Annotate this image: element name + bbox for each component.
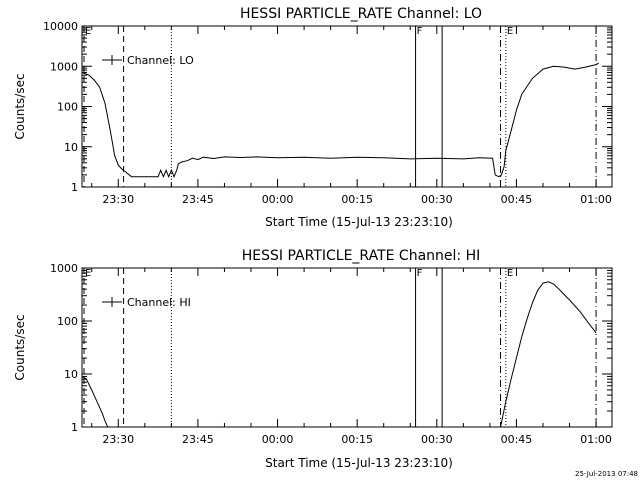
x-tick-label: 01:00 <box>580 193 612 206</box>
x-tick-label: 23:45 <box>182 193 214 206</box>
x-tick-label: 23:45 <box>182 433 214 446</box>
y-tick-label: 10 <box>64 368 78 381</box>
event-marker-label: E <box>85 268 91 279</box>
chart-title: HESSI PARTICLE_RATE Channel: LO <box>240 6 482 22</box>
event-marker-label: F <box>417 268 423 279</box>
x-tick-label: 00:30 <box>421 193 453 206</box>
chart-panel-2: HESSI PARTICLE_RATE Channel: HI 1 10 100 100… <box>13 248 613 470</box>
x-tick-label: 00:00 <box>262 193 294 206</box>
legend-entry: Channel: LO <box>127 54 194 67</box>
y-tick-label: 10 <box>64 141 78 154</box>
x-axis-label: Start Time (15-Jul-13 23:23:10) <box>265 456 453 470</box>
x-tick-label: 00:15 <box>341 433 373 446</box>
y-axis-label: Counts/sec <box>13 314 27 380</box>
event-marker-label: E <box>507 268 513 279</box>
y-tick-label: 1 <box>71 181 78 194</box>
y-tick-label: 100 <box>57 315 78 328</box>
chart-panel-1: HESSI PARTICLE_RATE Channel: LO 1 10 100 100… <box>13 6 613 229</box>
x-tick-label: 00:30 <box>421 433 453 446</box>
event-marker-label: E <box>85 26 91 37</box>
y-axis-label: Counts/sec <box>13 73 27 139</box>
y-tick-label: 100 <box>57 101 78 114</box>
series-line-1 <box>81 375 109 428</box>
event-marker-label: F <box>417 26 423 37</box>
x-tick-label: 00:00 <box>262 433 294 446</box>
x-tick-label: 23:30 <box>102 433 134 446</box>
footer-timestamp: 25-Jul-2013 07:48 <box>575 470 638 478</box>
plots-group: HESSI PARTICLE_RATE Channel: LO110100100… <box>13 6 613 470</box>
x-tick-label: 00:15 <box>341 193 373 206</box>
x-axis-label: Start Time (15-Jul-13 23:23:10) <box>265 215 453 229</box>
plot-frame <box>81 267 613 428</box>
y-tick-label: 1000 <box>50 262 78 275</box>
series-line-1 <box>81 62 599 179</box>
event-marker-label: E <box>507 26 513 37</box>
x-tick-label: 01:00 <box>580 433 612 446</box>
x-tick-label: 23:30 <box>102 193 134 206</box>
x-tick-label: 00:45 <box>501 433 533 446</box>
x-tick-label: 00:45 <box>501 193 533 206</box>
y-tick-label: 1 <box>71 421 78 434</box>
legend-entry: Channel: HI <box>127 296 191 309</box>
y-tick-label: 1000 <box>50 60 78 73</box>
y-tick-label: 10000 <box>43 20 78 33</box>
series-line-1 <box>500 281 597 428</box>
chart-title: HESSI PARTICLE_RATE Channel: HI <box>242 248 480 264</box>
